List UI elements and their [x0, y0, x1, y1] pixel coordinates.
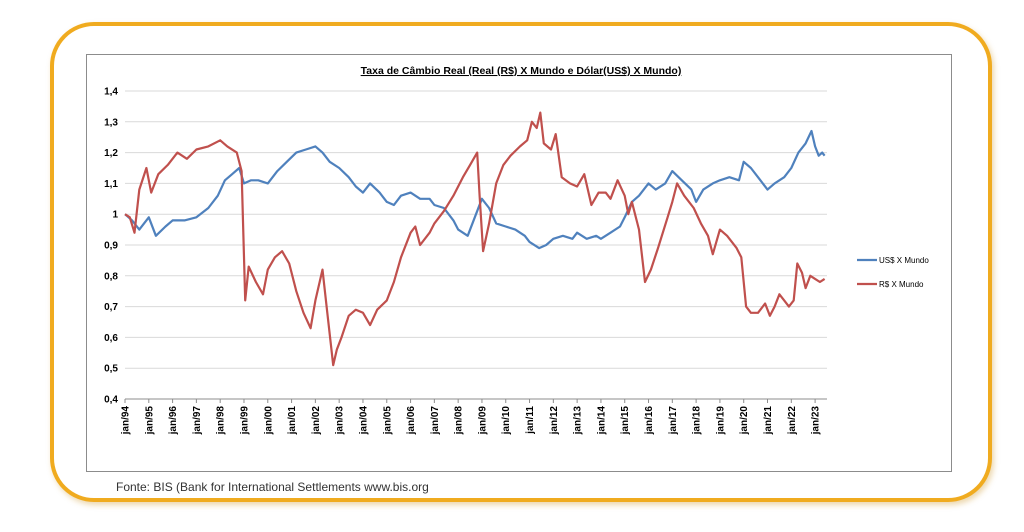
y-tick-label: 0,8 — [104, 271, 118, 282]
x-tick-label: jan/15 — [620, 406, 631, 436]
y-tick-label: 0,9 — [104, 241, 118, 252]
x-tick-label: jan/11 — [525, 406, 536, 435]
x-tick-label: jan/18 — [692, 406, 703, 436]
y-tick-label: 0,4 — [104, 395, 118, 406]
x-tick-label: jan/19 — [715, 406, 726, 436]
grid-lines — [125, 90, 827, 400]
x-tick-label: jan/22 — [787, 406, 798, 436]
x-tick-label: jan/13 — [573, 406, 584, 436]
y-tick-label: 1,3 — [104, 117, 118, 128]
x-tick-label: jan/10 — [501, 406, 512, 436]
legend-label: R$ X Mundo — [879, 280, 924, 289]
x-tick-label: jan/21 — [763, 406, 774, 436]
x-tick-label: jan/99 — [239, 406, 250, 436]
y-tick-label: 1,2 — [104, 148, 118, 159]
x-tick-label: jan/98 — [216, 406, 227, 436]
legend-label: US$ X Mundo — [879, 256, 929, 265]
y-axis-ticks: 1,4 1,3 1,2 1,1 1 0,9 0,8 0,7 0,6 0,5 0,4 — [104, 87, 118, 406]
x-tick-label: jan/12 — [549, 406, 560, 436]
x-tick-label: jan/20 — [739, 406, 750, 436]
series-line-brl — [124, 111, 826, 367]
x-axis-ticks: jan/94 jan/95 jan/96 jan/97 jan/98 jan/99 jan/… — [121, 399, 822, 435]
chart-container: Taxa de Câmbio Real (Real (R$) X Mundo e… — [86, 54, 952, 472]
x-tick-label: jan/23 — [811, 406, 822, 436]
x-tick-label: jan/16 — [644, 406, 655, 436]
x-tick-label: jan/08 — [454, 406, 465, 436]
y-tick-label: 1,1 — [104, 179, 118, 190]
x-tick-label: jan/05 — [382, 406, 393, 436]
x-tick-label: jan/03 — [335, 406, 346, 436]
x-tick-label: jan/02 — [311, 406, 322, 436]
series-line-usd — [124, 129, 826, 250]
x-tick-label: jan/01 — [287, 406, 298, 436]
chart-title: Taxa de Câmbio Real (Real (R$) X Mundo e… — [361, 65, 682, 77]
series-lines — [124, 111, 826, 367]
x-tick-label: jan/00 — [263, 406, 274, 436]
x-tick-label: jan/17 — [668, 406, 679, 436]
x-tick-label: jan/06 — [406, 406, 417, 436]
x-tick-label: jan/14 — [596, 406, 607, 436]
x-tick-label: jan/96 — [168, 406, 179, 436]
x-tick-label: jan/95 — [144, 406, 155, 436]
source-caption: Fonte: BIS (Bank for International Settl… — [116, 480, 429, 494]
y-tick-label: 0,6 — [104, 333, 118, 344]
x-tick-label: jan/94 — [121, 406, 132, 436]
y-tick-label: 1,4 — [104, 87, 118, 98]
y-tick-label: 0,5 — [104, 364, 118, 375]
x-tick-label: jan/09 — [477, 406, 488, 436]
x-tick-label: jan/07 — [430, 406, 441, 436]
x-tick-label: jan/97 — [192, 406, 203, 436]
y-tick-label: 0,7 — [104, 302, 118, 313]
x-tick-label: jan/04 — [358, 406, 369, 436]
exchange-rate-chart: Taxa de Câmbio Real (Real (R$) X Mundo e… — [104, 65, 929, 435]
y-tick-label: 1 — [112, 210, 118, 221]
legend: US$ X Mundo R$ X Mundo — [857, 256, 929, 289]
